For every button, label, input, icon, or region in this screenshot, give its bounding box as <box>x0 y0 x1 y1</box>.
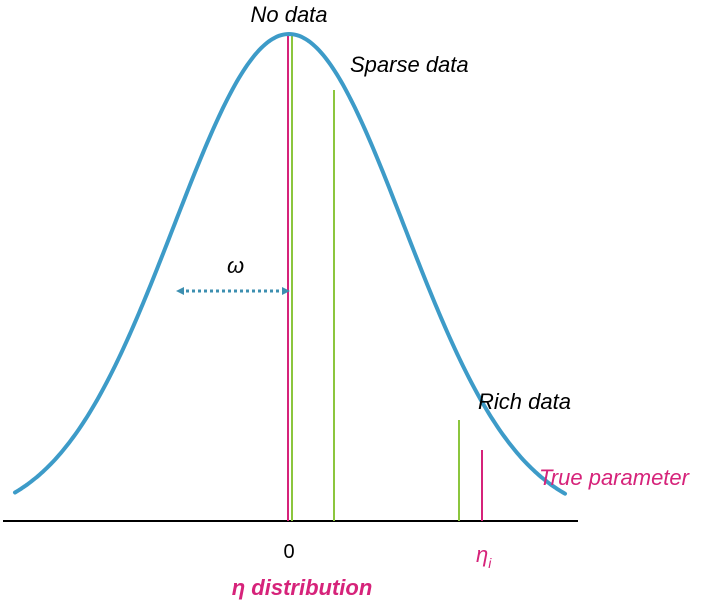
eta-symbol: η <box>476 542 488 567</box>
omega-label: ω <box>227 253 244 278</box>
zero-tick-label: 0 <box>283 541 294 563</box>
distribution-caption: η distribution <box>232 575 373 600</box>
true-parameter-label: True parameter <box>539 465 691 490</box>
eta-i-label: ηi <box>476 542 492 571</box>
eta-subscript: i <box>488 555 492 571</box>
bell-curve <box>13 31 567 496</box>
no-data-label: No data <box>250 2 327 27</box>
rich-data-label: Rich data <box>478 389 571 414</box>
sparse-data-label: Sparse data <box>350 52 469 77</box>
